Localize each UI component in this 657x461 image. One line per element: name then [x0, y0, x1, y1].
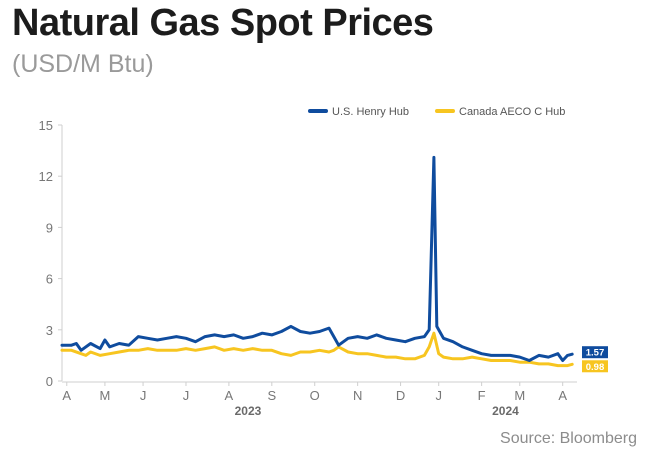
x-tick-label: A	[62, 388, 71, 403]
end-label-badge-henry	[582, 346, 608, 359]
x-tick-label: D	[396, 388, 405, 403]
y-tick-label: 6	[46, 272, 53, 287]
series-line-henry	[60, 155, 574, 362]
y-tick-label: 9	[46, 220, 53, 235]
year-label: 2024	[492, 404, 519, 418]
y-tick-label: 15	[39, 118, 53, 133]
legend-label-henry: U.S. Henry Hub	[332, 106, 409, 118]
year-label: 2023	[235, 404, 262, 418]
x-tick-label: J	[435, 388, 442, 403]
x-tick-label: F	[478, 388, 486, 403]
x-tick-label: M	[514, 388, 525, 403]
end-labels: 1.57 0.98	[582, 346, 608, 373]
source-note: Source: Bloomberg	[500, 430, 637, 447]
legend: U.S. Henry Hub Canada AECO C Hub	[308, 106, 565, 118]
series-group	[60, 155, 574, 368]
series-line-aeco	[60, 331, 574, 368]
y-tick-label: 12	[39, 169, 53, 184]
x-tick-label: N	[353, 388, 362, 403]
x-tick-label: O	[310, 388, 320, 403]
x-tick-label: J	[140, 388, 147, 403]
x-tick-label: S	[267, 388, 276, 403]
end-label-henry: 1.57	[586, 348, 605, 359]
legend-label-aeco: Canada AECO C Hub	[459, 106, 565, 118]
y-tick-label: 3	[46, 323, 53, 338]
chart-subtitle: (USD/M Btu)	[12, 50, 154, 78]
x-tick-label: A	[558, 388, 567, 403]
y-tick-label: 0	[46, 374, 53, 389]
chart-title: Natural Gas Spot Prices	[12, 2, 434, 44]
x-tick-label: A	[225, 388, 234, 403]
x-tick-label: M	[99, 388, 110, 403]
x-tick-label: J	[183, 388, 190, 403]
end-label-aeco: 0.98	[586, 362, 605, 373]
end-label-badge-aeco	[582, 360, 608, 373]
